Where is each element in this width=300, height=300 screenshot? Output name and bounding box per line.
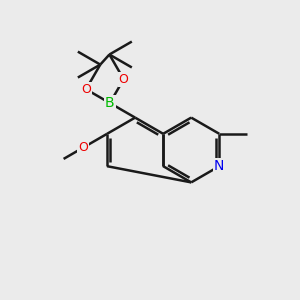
- Text: N: N: [214, 159, 224, 173]
- Text: O: O: [81, 83, 91, 96]
- Text: B: B: [105, 96, 115, 110]
- Text: O: O: [78, 141, 88, 154]
- Text: O: O: [119, 73, 129, 86]
